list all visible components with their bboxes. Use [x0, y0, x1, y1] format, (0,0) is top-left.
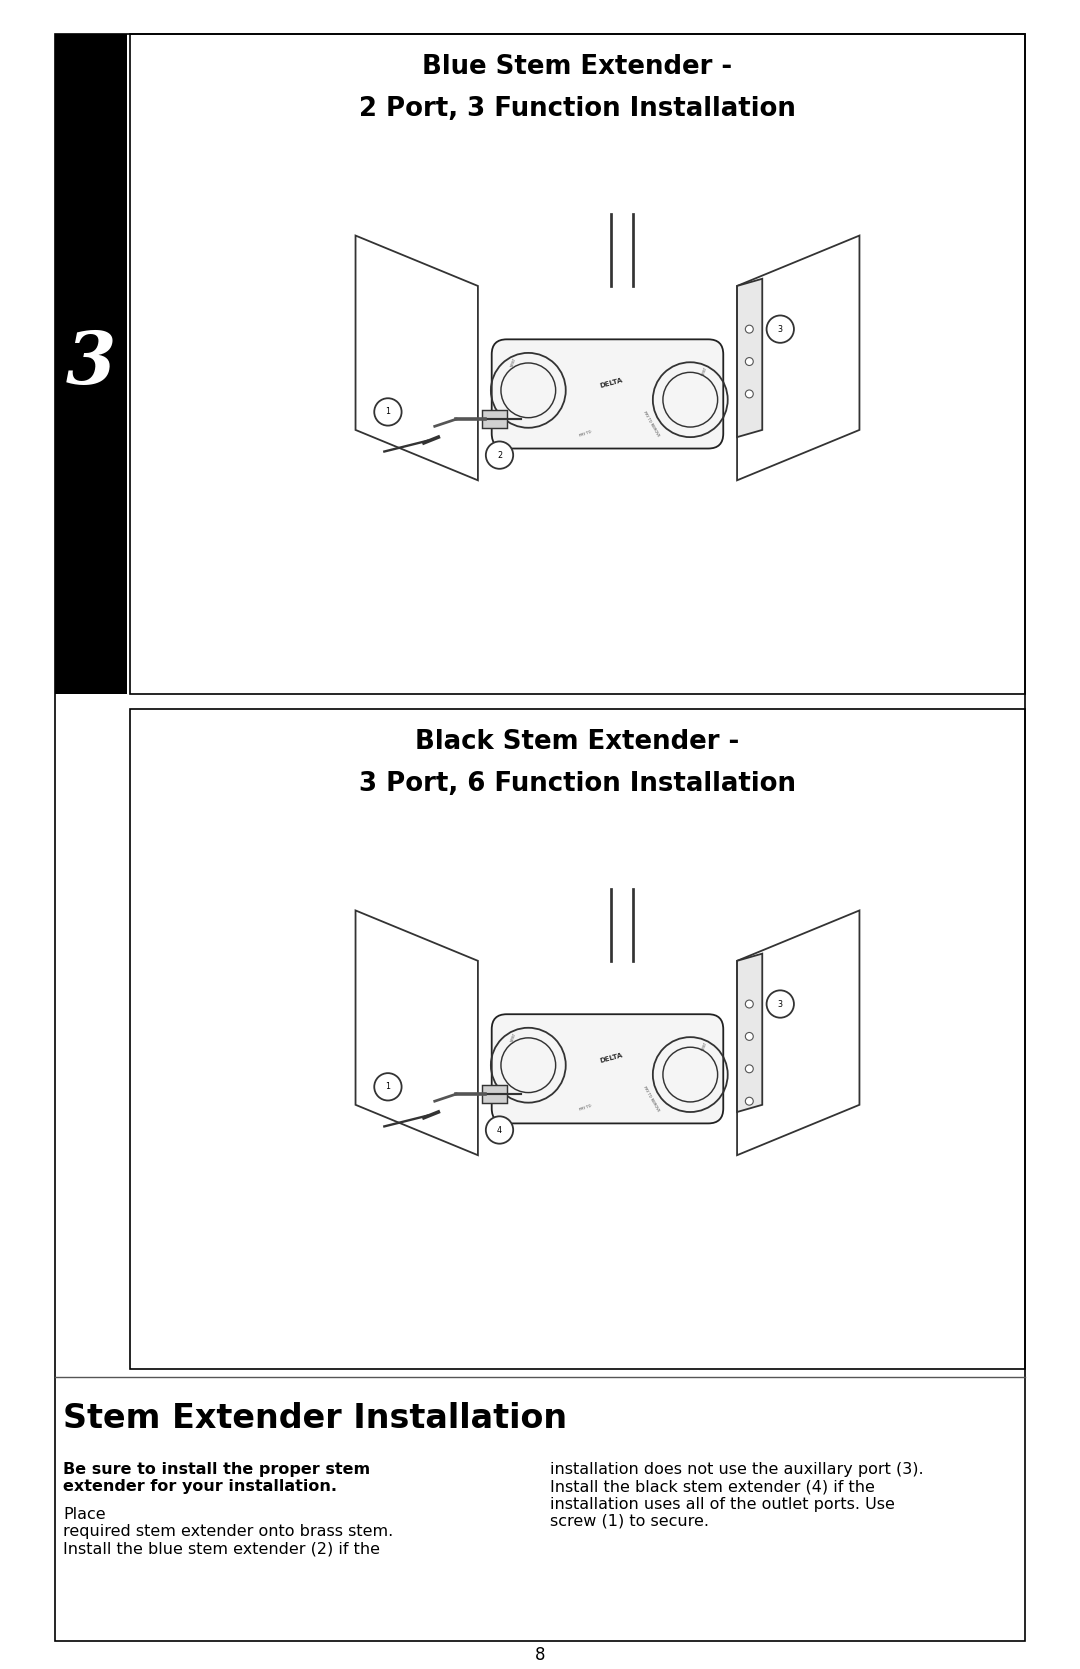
- Circle shape: [486, 441, 513, 469]
- Circle shape: [745, 391, 753, 397]
- Text: PRY TO REMOVE: PRY TO REMOVE: [642, 411, 660, 437]
- Bar: [130, 33, 1025, 694]
- Text: DELTA: DELTA: [599, 377, 623, 389]
- FancyBboxPatch shape: [491, 339, 724, 449]
- Circle shape: [745, 1033, 753, 1040]
- Circle shape: [745, 1097, 753, 1105]
- Bar: [482, 411, 507, 427]
- Bar: [130, 709, 1025, 1369]
- Circle shape: [375, 1073, 402, 1100]
- Text: Be sure to install the proper stem
extender for your installation.: Be sure to install the proper stem exten…: [63, 1462, 370, 1494]
- Circle shape: [745, 357, 753, 366]
- Circle shape: [767, 990, 794, 1018]
- Polygon shape: [737, 279, 762, 437]
- FancyBboxPatch shape: [491, 1015, 724, 1123]
- Text: 3: 3: [778, 325, 783, 334]
- Text: PRY TO REMOVE: PRY TO REMOVE: [642, 1085, 660, 1113]
- Text: DELTA: DELTA: [599, 1051, 623, 1063]
- Text: TWIST: TWIST: [701, 367, 708, 377]
- Circle shape: [767, 315, 794, 342]
- Circle shape: [486, 1117, 513, 1143]
- Circle shape: [745, 1065, 753, 1073]
- Circle shape: [745, 325, 753, 334]
- Text: PRY TO: PRY TO: [579, 429, 593, 437]
- Text: Blue Stem Extender -: Blue Stem Extender -: [422, 53, 732, 80]
- Text: 1: 1: [386, 1082, 391, 1092]
- Circle shape: [375, 399, 402, 426]
- Bar: [482, 1085, 507, 1103]
- Text: 3: 3: [66, 329, 117, 399]
- Bar: [55, 33, 127, 694]
- Text: TWIST: TWIST: [511, 1033, 517, 1043]
- Text: Place
required stem extender onto brass stem.
Install the blue stem extender (2): Place required stem extender onto brass …: [63, 1507, 393, 1557]
- Text: TWIST: TWIST: [511, 359, 517, 369]
- Text: PRY TO: PRY TO: [579, 1105, 593, 1113]
- Circle shape: [745, 1000, 753, 1008]
- Text: TWIST: TWIST: [701, 1041, 708, 1053]
- Text: 4: 4: [497, 1125, 502, 1135]
- Text: installation does not use the auxillary port (3).
Install the black stem extende: installation does not use the auxillary …: [550, 1462, 923, 1529]
- Polygon shape: [737, 953, 762, 1112]
- Text: 3: 3: [778, 1000, 783, 1008]
- Text: 8: 8: [535, 1646, 545, 1664]
- Text: 2 Port, 3 Function Installation: 2 Port, 3 Function Installation: [359, 97, 796, 122]
- Text: 2: 2: [497, 451, 502, 459]
- Text: Stem Extender Installation: Stem Extender Installation: [63, 1402, 567, 1435]
- Text: Black Stem Extender -: Black Stem Extender -: [416, 729, 740, 754]
- Text: 1: 1: [386, 407, 391, 417]
- Bar: [55, 33, 1025, 1641]
- Text: 3 Port, 6 Function Installation: 3 Port, 6 Function Installation: [359, 771, 796, 796]
